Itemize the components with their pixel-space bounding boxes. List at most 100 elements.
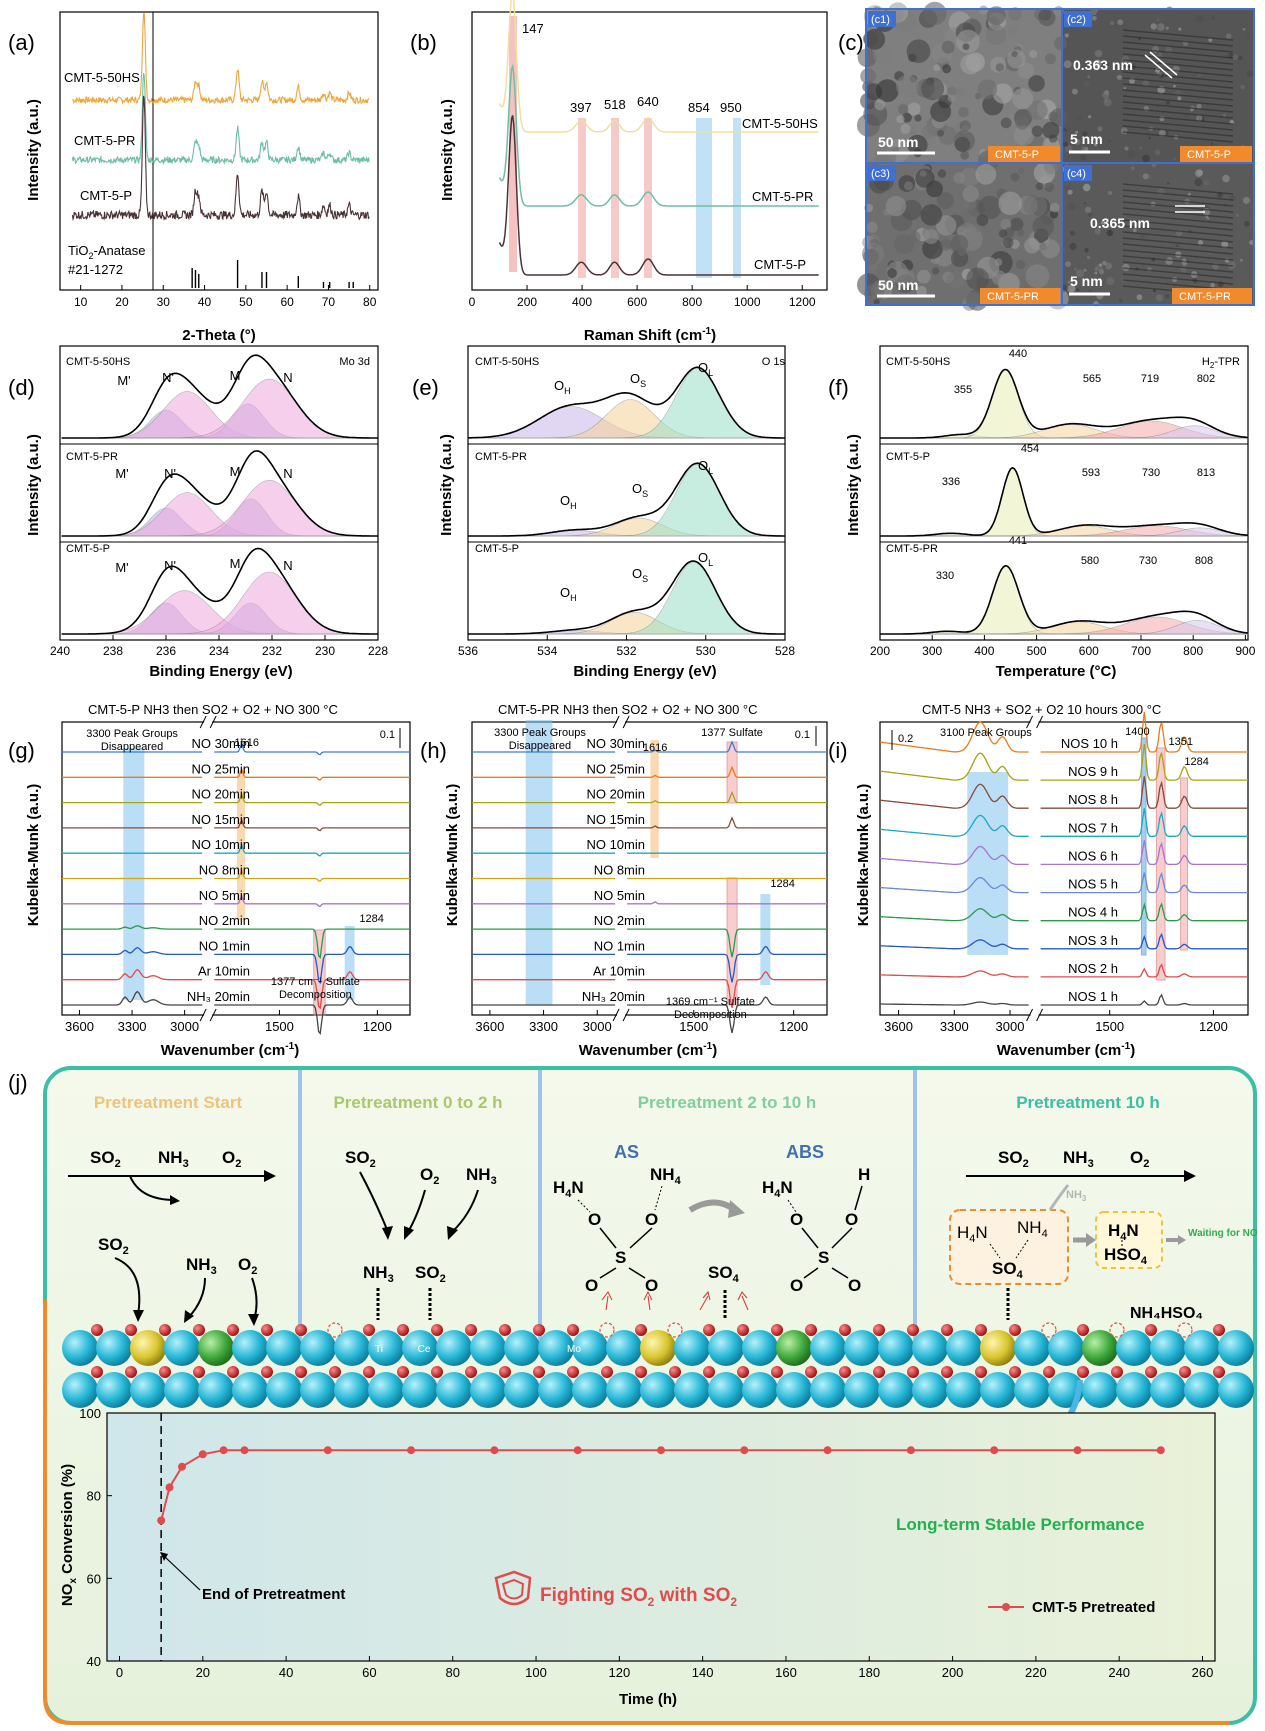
- o-atom: [91, 1324, 103, 1336]
- note-top: Disappeared: [509, 740, 571, 752]
- break-mark: [1036, 715, 1044, 729]
- panel-e-ylabel: Intensity (a.u.): [438, 434, 455, 536]
- band-label: 1351: [1168, 736, 1192, 748]
- xps-peak-label: M': [115, 560, 128, 575]
- tem-particle: [1248, 249, 1252, 253]
- tem-particle: [950, 235, 969, 253]
- mo-atom: [776, 1330, 812, 1366]
- o-atom: [499, 1366, 511, 1378]
- raman-band-147: [509, 16, 517, 272]
- xps-peak-label: M: [230, 464, 241, 479]
- tem-particle: [1122, 263, 1130, 272]
- axis-break: [1030, 720, 1039, 1017]
- tem-particle: [978, 195, 1002, 220]
- panel-f-region: H2-TPR: [1202, 356, 1240, 370]
- ti-atom: [402, 1330, 438, 1366]
- fit-component: [880, 467, 1248, 537]
- row-label: NOS 3 h: [1068, 933, 1118, 948]
- nox-ylabel: NOx Conversion (%): [59, 1464, 79, 1606]
- tem-particle: [1241, 42, 1246, 48]
- lattice-fringe: [1122, 237, 1234, 249]
- o-atom: [839, 1324, 851, 1336]
- fit-component: [61, 479, 378, 537]
- xps-peak-label: OS: [632, 566, 648, 584]
- panel-e-letter: (e): [412, 375, 439, 400]
- as-label: AS: [614, 1142, 639, 1162]
- xtick-label: 60: [362, 1665, 376, 1680]
- ti-atom: [742, 1372, 778, 1408]
- tem-particle: [921, 124, 937, 140]
- svg-text:S: S: [818, 1248, 829, 1267]
- row-label: NO 8min: [594, 863, 645, 878]
- lattice-fringe: [1122, 53, 1234, 65]
- mo-atom: [198, 1330, 234, 1366]
- tem-particle: [1142, 154, 1150, 163]
- ti-atom: [708, 1372, 744, 1408]
- break-mark: [612, 1008, 620, 1022]
- tem-particle: [959, 120, 971, 132]
- ti-atom: [266, 1330, 302, 1366]
- o-atom: [295, 1324, 307, 1336]
- ti-atom: [1150, 1372, 1186, 1408]
- xtick-label: 260: [1192, 1665, 1214, 1680]
- tem-particle: [1092, 15, 1097, 21]
- ti-atom: [1116, 1330, 1152, 1366]
- lattice-fringe: [1122, 219, 1234, 231]
- panel-b-letter: (b): [410, 30, 437, 55]
- tem-particle: [1067, 189, 1073, 195]
- panel-g-letter: (g): [8, 738, 35, 763]
- row-label: NOS 7 h: [1068, 820, 1118, 835]
- break-mark: [612, 715, 620, 729]
- xtick-label: 232: [262, 644, 282, 658]
- tem-particle: [1242, 196, 1250, 204]
- o-atom: [737, 1366, 749, 1378]
- row-label: NOS 4 h: [1068, 905, 1118, 920]
- tem-particle: [1104, 99, 1108, 102]
- note-top: 3300 Peak Groups: [494, 727, 586, 739]
- lattice-fringe: [1122, 95, 1234, 107]
- raman-series-p: [498, 115, 819, 276]
- nox-conversion-plot: 0 20 40 60 80 100 120 140 160 180 200 220 240 260 40 60…: [79, 1406, 1213, 1680]
- tem-particle: [965, 291, 981, 308]
- spectrum-right: [214, 793, 410, 806]
- o-atom: [1077, 1366, 1089, 1378]
- lattice-fringe: [1122, 201, 1234, 213]
- xtick-label: 220: [1025, 1665, 1047, 1680]
- o-atom: [295, 1366, 307, 1378]
- tem-particle: [1156, 18, 1160, 22]
- svg-text:NH3: NH3: [1063, 1148, 1094, 1170]
- lattice-fringe: [1122, 207, 1234, 219]
- o-atom: [227, 1366, 239, 1378]
- o-atom: [975, 1324, 987, 1336]
- note-top: 3300 Peak Groups: [86, 728, 178, 740]
- tpr-peak-label: 730: [1142, 467, 1160, 479]
- lattice-fringe: [1122, 65, 1234, 77]
- svg-text:SO2: SO2: [98, 1235, 129, 1257]
- row-label: NO 1min: [199, 938, 250, 953]
- highlight-band: [344, 926, 355, 1000]
- xtick-label: 3000: [996, 1019, 1025, 1034]
- xps-peak-label: N: [283, 558, 292, 573]
- ti-atom: [504, 1330, 540, 1366]
- tem-particle: [1081, 146, 1087, 151]
- panel-f-letter: (f): [828, 375, 849, 400]
- svg-text:SO2: SO2: [415, 1263, 446, 1285]
- ytick-label: 40: [87, 1654, 101, 1669]
- f-label-50hs: CMT-5-50HS: [886, 356, 950, 368]
- envelope-curve: [880, 368, 1249, 439]
- o-atom: [873, 1324, 885, 1336]
- lattice-fringe: [1122, 255, 1234, 267]
- xtick-label: 180: [858, 1665, 880, 1680]
- tem-particle: [998, 229, 1008, 238]
- tem-particle: [1203, 179, 1210, 186]
- legend-label: CMT-5 Pretreated: [1032, 1599, 1155, 1616]
- raman-peak-518: 518: [604, 97, 626, 112]
- stage-0to2-scheme: SO2 O2 NH3 NH3 SO2: [345, 1148, 497, 1320]
- tem-particle: [958, 106, 969, 118]
- ti-atom: [912, 1372, 948, 1408]
- tem-particle: [1039, 242, 1047, 251]
- tem-particle: [1032, 215, 1055, 238]
- lattice-fringe: [1122, 29, 1234, 41]
- tem-particle: [1012, 88, 1034, 110]
- o-atom: [941, 1324, 953, 1336]
